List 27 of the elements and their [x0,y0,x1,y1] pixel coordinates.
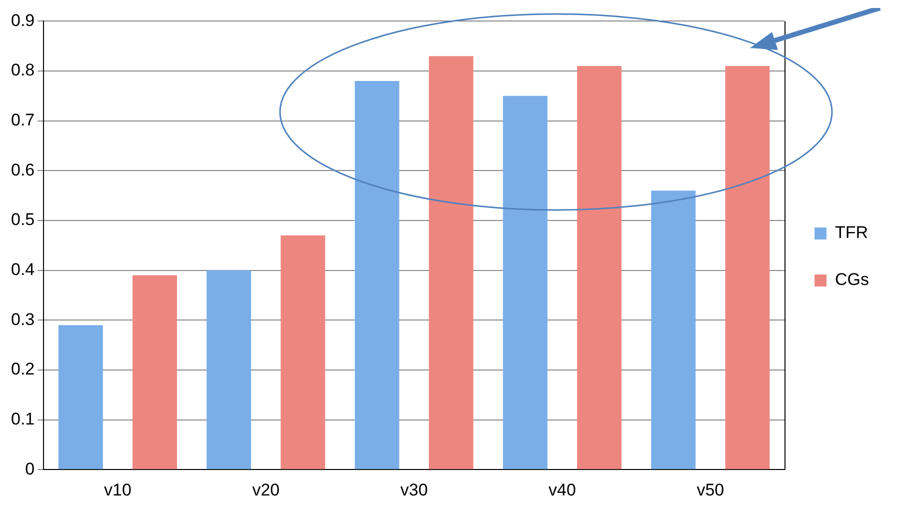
legend-label: TFR [835,223,868,242]
bar [502,96,548,470]
y-tick-label: 0.8 [10,60,35,80]
x-tick-label: v20 [252,480,280,500]
bar [132,275,177,470]
bar [206,270,252,470]
y-tick-label: 0.9 [10,10,35,30]
x-tick-label: v10 [104,480,132,500]
y-tick-label: 0.7 [10,110,35,130]
y-tick-label: 0.3 [10,310,35,329]
x-tick-label: v50 [696,480,724,500]
y-tick-label: 0.1 [10,409,35,428]
bar [725,66,770,470]
x-tick-label: v30 [400,480,428,500]
y-tick-label: 0.6 [10,160,35,180]
x-tick-label: v40 [548,480,576,500]
y-tick-label: 0 [25,459,35,478]
bar [577,66,622,470]
bar [58,325,103,470]
bar [651,190,696,470]
y-tick-label: 0.2 [10,360,35,379]
bar [428,56,474,470]
y-tick-label: 0.5 [10,210,35,230]
bar [280,235,326,470]
y-tick-label: 0.4 [10,260,35,279]
legend-label: CGs [835,270,869,290]
bar [354,80,400,470]
